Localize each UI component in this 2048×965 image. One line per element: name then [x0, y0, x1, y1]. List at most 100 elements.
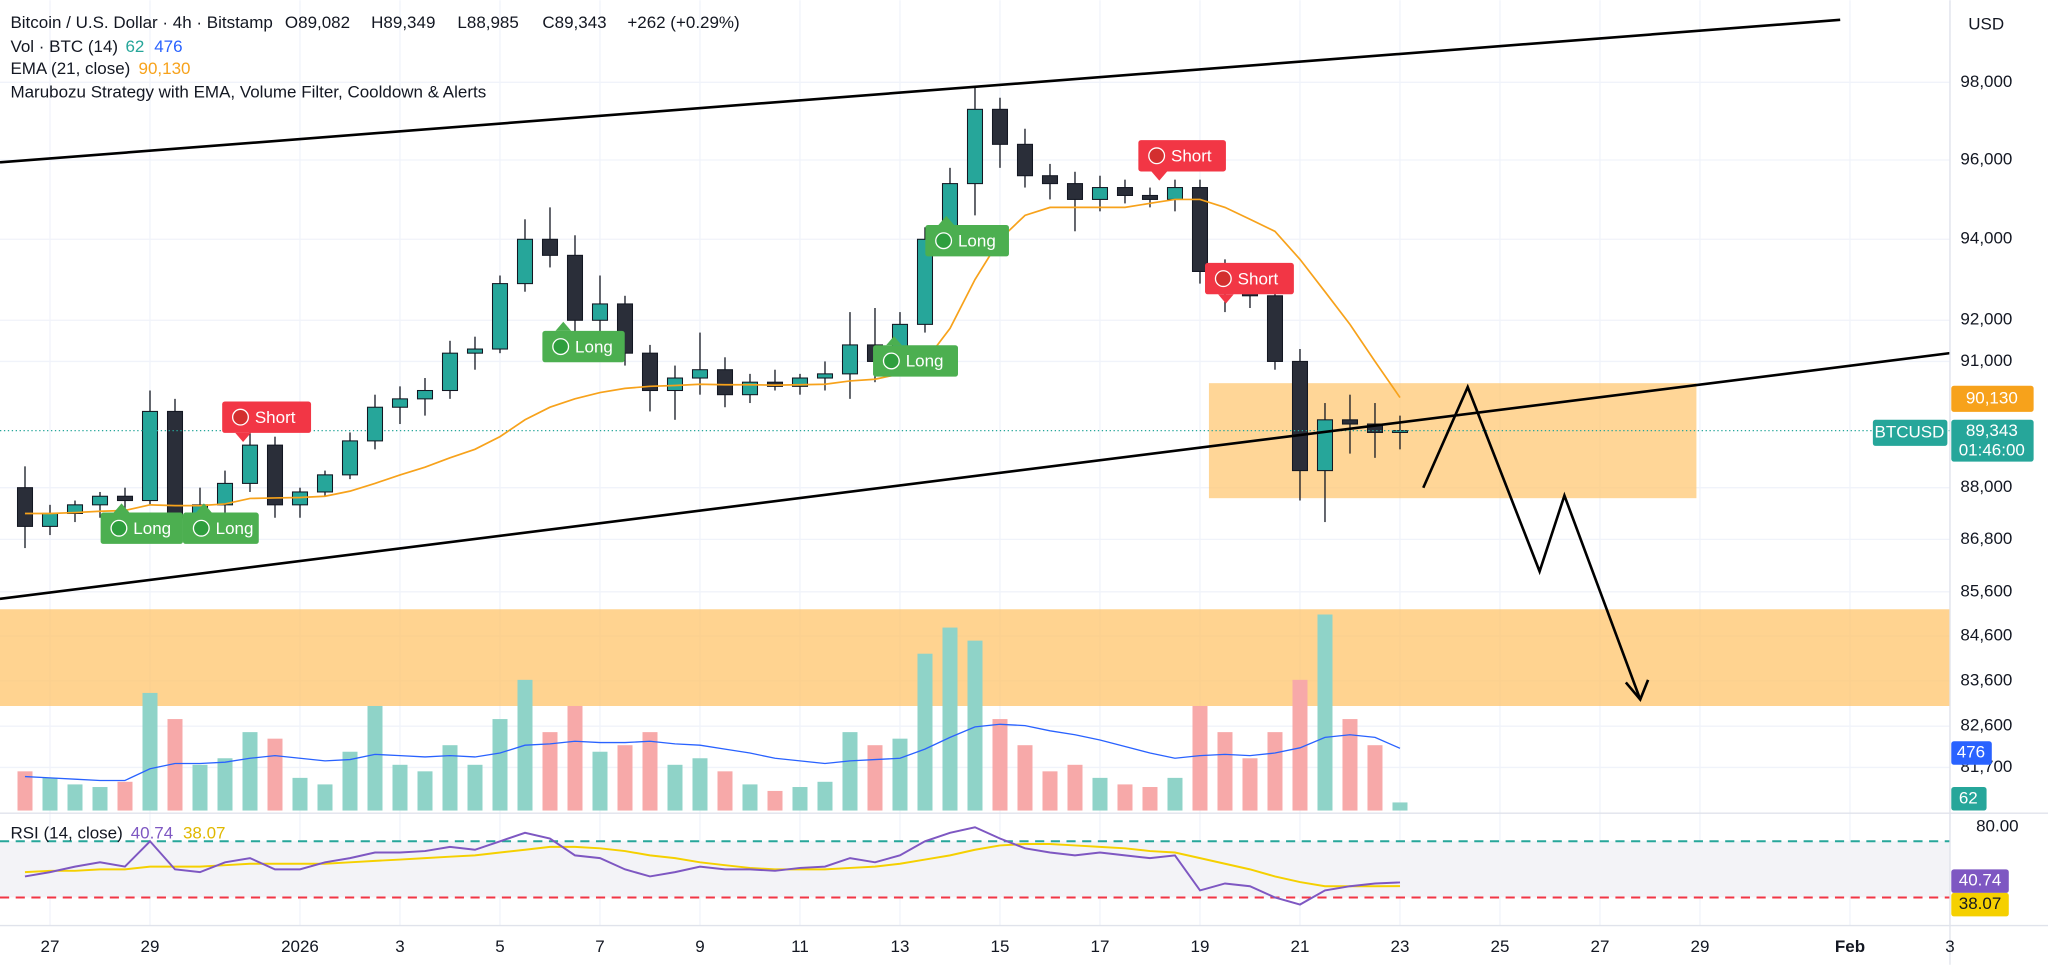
candle-body — [1091, 187, 1109, 200]
volume-bar — [592, 751, 608, 811]
volume-bar — [92, 787, 108, 811]
y-tick-label: 96,000 — [1960, 149, 2012, 168]
volume-bar — [717, 771, 733, 811]
volume-ma-line — [24, 723, 1401, 782]
volume-bar — [467, 764, 483, 811]
volume-bar — [192, 764, 208, 811]
rsi-value: 40.74 — [131, 824, 174, 843]
volume-bar — [1392, 802, 1408, 811]
volume-bar — [1167, 777, 1183, 811]
ema-legend: EMA (21, close) — [10, 59, 130, 78]
volume-bar — [1242, 758, 1258, 811]
candle-body — [1266, 295, 1284, 362]
ema-line — [24, 198, 1401, 515]
volume-bar — [317, 784, 333, 811]
candle-body — [716, 369, 734, 396]
volume-bar — [742, 784, 758, 811]
ema-tag-label: 90,130 — [1966, 388, 2018, 407]
candle-body — [441, 352, 459, 392]
candle-body — [1016, 143, 1034, 177]
candle-body — [141, 410, 159, 502]
volume-bar — [1292, 679, 1308, 811]
candle-body — [1166, 187, 1184, 200]
volume-ma-value: 476 — [154, 37, 182, 56]
volume-bar — [567, 705, 583, 811]
candle-body — [41, 512, 59, 527]
volume-bar — [117, 781, 133, 811]
volume-bar — [442, 745, 458, 811]
signal-dot — [1148, 147, 1166, 165]
candle-body — [341, 440, 359, 476]
candle-body — [566, 254, 584, 321]
legend: Bitcoin / U.S. Dollar · 4h · Bitstamp O8… — [10, 13, 2004, 842]
x-tick-label: 21 — [1291, 937, 1310, 956]
x-tick-label: 9 — [695, 937, 704, 956]
candle-body — [66, 504, 84, 514]
candle-body — [666, 377, 684, 392]
candle-body — [491, 283, 509, 350]
signal-dot — [192, 519, 210, 537]
signal-pointer — [938, 215, 955, 226]
candle-body — [516, 238, 534, 285]
volume-tag — [1951, 787, 1987, 811]
y-tick-label: 98,000 — [1960, 72, 2012, 91]
candle-body — [1191, 187, 1209, 272]
y-tick-label: 85,600 — [1960, 581, 2012, 600]
price-tag — [1951, 419, 2034, 462]
candle-body — [1366, 423, 1384, 433]
candle-body — [1291, 360, 1309, 472]
axes: 98,000 96,000 94,000 92,000 91,000 88,000 86,8… — [41, 72, 2019, 956]
volume-bar — [942, 627, 958, 811]
candle-body — [216, 482, 234, 506]
volume-bar — [417, 771, 433, 811]
volume-bar — [1042, 771, 1058, 811]
candle-body — [91, 495, 109, 506]
volume-bar — [67, 784, 83, 811]
ema-tag — [1951, 385, 2034, 412]
candle-body — [791, 377, 809, 387]
volume-bar — [842, 732, 858, 811]
title: Bitcoin / U.S. Dollar · 4h · Bitstamp — [10, 13, 272, 32]
candle-body — [366, 406, 384, 442]
signal-box — [222, 401, 312, 433]
signal-label: Long — [575, 337, 613, 356]
x-tick-label: 2026 — [281, 937, 319, 956]
y-tick-label: 83,600 — [1960, 670, 2012, 689]
signal-dot — [882, 352, 900, 370]
candle-body — [466, 348, 484, 354]
volume-bar — [242, 732, 258, 811]
volume-bar — [1117, 784, 1133, 811]
x-tick-label: 13 — [891, 937, 910, 956]
candle-body — [166, 410, 184, 519]
candle-body — [591, 303, 609, 321]
x-tick-label: 3 — [395, 937, 404, 956]
tags: 90,130 BTCUSD 89,343 01:46:00 476 62 40.… — [1872, 385, 2034, 917]
volume-bar — [967, 640, 983, 811]
candle-body — [1341, 419, 1359, 425]
signal-pointer — [196, 503, 212, 513]
volume-bar — [42, 777, 58, 811]
x-tick-label: 7 — [595, 937, 604, 956]
volume-bar — [692, 758, 708, 811]
candle-body — [1316, 419, 1334, 472]
volume-bar — [142, 692, 158, 811]
x-tick-label: 19 — [1191, 937, 1210, 956]
volume-bar — [992, 719, 1008, 811]
x-tick-label: 17 — [1091, 937, 1110, 956]
y-tick-label: 94,000 — [1960, 229, 2012, 248]
ohlc: L88,985 — [457, 13, 518, 32]
trendline — [0, 18, 1841, 164]
x-tick-label: 27 — [41, 937, 60, 956]
price-tag-label: 89,343 — [1966, 421, 2018, 440]
volume-bar — [542, 732, 558, 811]
rsi-ma-tag — [1951, 892, 2009, 917]
candle-body — [691, 369, 709, 379]
ohlc: O89,082 — [285, 13, 350, 32]
projection-arrow — [1422, 383, 1642, 700]
signal-dot — [935, 232, 953, 250]
signal-label: Short — [255, 408, 296, 427]
rsi-line — [24, 826, 1401, 906]
rsi-legend: RSI (14, close) — [10, 824, 122, 843]
candle-body — [1141, 194, 1159, 200]
candle-body — [1116, 187, 1134, 196]
